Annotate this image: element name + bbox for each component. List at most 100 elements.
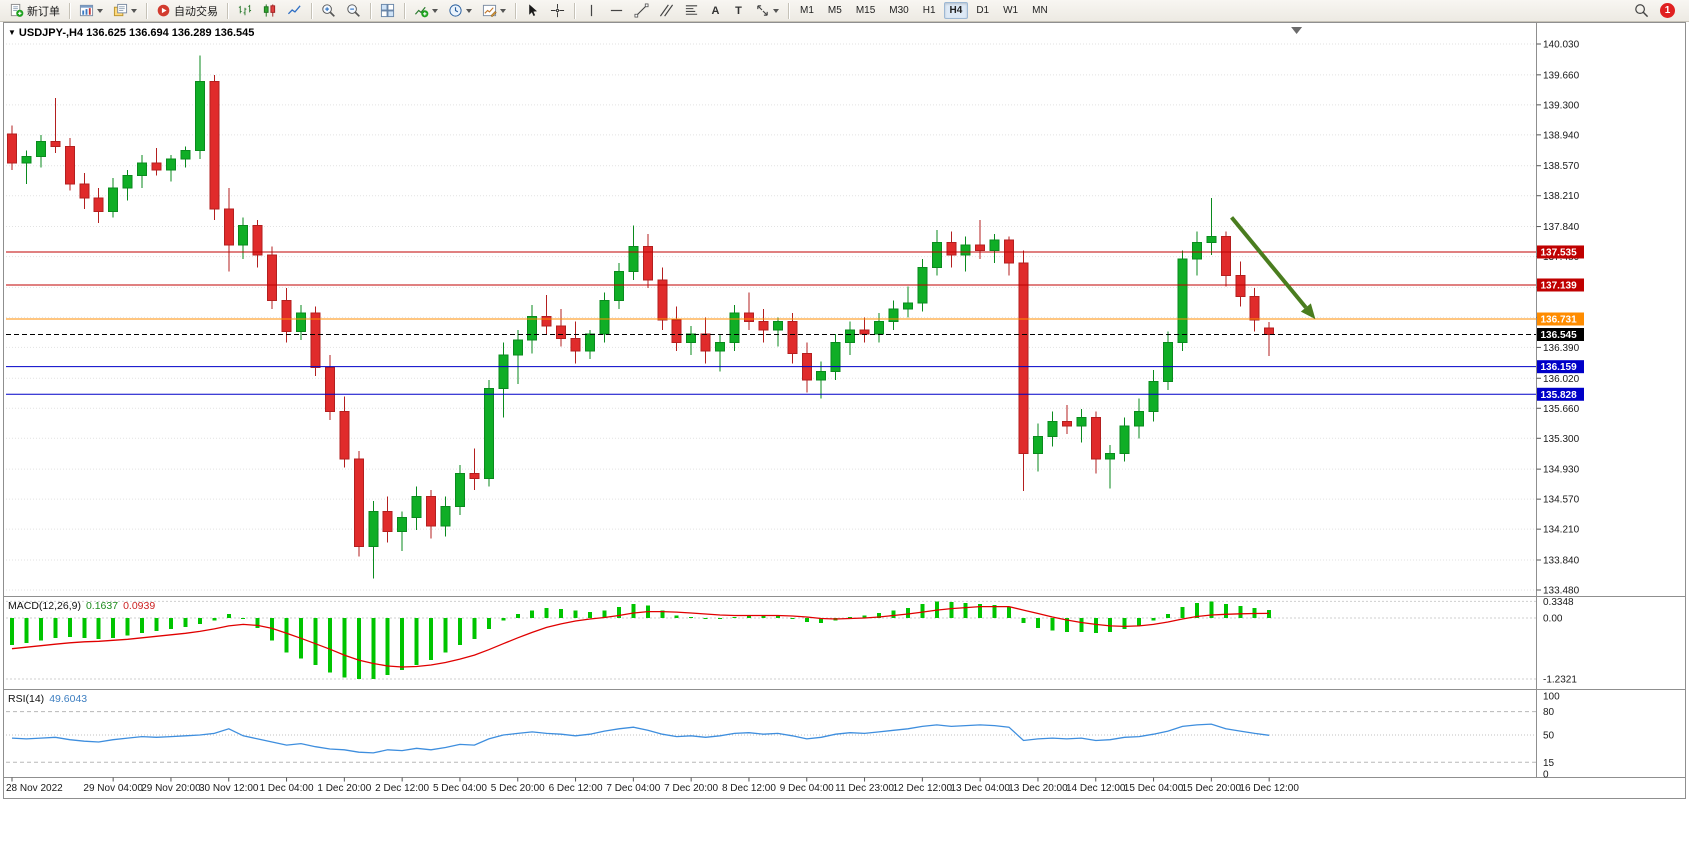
- rsi-panel: 100 80 50 150: [6, 692, 1560, 781]
- toolbar-separator: [311, 2, 312, 19]
- svg-text:138.210: 138.210: [1543, 191, 1580, 202]
- arrows-icon: [755, 3, 770, 18]
- chart-title: ▼ USDJPY-,H4 136.625 136.694 136.289 136.…: [8, 27, 254, 39]
- macd-signal-line: [11, 605, 1270, 668]
- price-tag-136.545: [1537, 328, 1584, 342]
- macd-name: MACD(12,26,9): [8, 600, 81, 612]
- chart-line-icon: [287, 3, 302, 18]
- svg-text:134.930: 134.930: [1543, 465, 1580, 476]
- macd-main-value: 0.1637: [85, 600, 119, 612]
- new-chart-dropdown-caret[interactable]: [97, 8, 103, 13]
- trend-arrow[interactable]: [1230, 216, 1316, 320]
- periods-button[interactable]: [444, 0, 476, 21]
- chart-window-frame: [3, 22, 1686, 799]
- svg-text:15 Dec 20:00: 15 Dec 20:00: [1182, 783, 1242, 794]
- trendline-button[interactable]: [630, 0, 653, 21]
- templates-button[interactable]: [478, 0, 510, 21]
- chart-line-button[interactable]: [283, 0, 306, 21]
- cursor-button[interactable]: [521, 0, 544, 21]
- profiles-button[interactable]: [109, 0, 141, 21]
- svg-text:0.00: 0.00: [1543, 614, 1563, 625]
- periods-dropdown-caret[interactable]: [466, 8, 472, 13]
- rsi-indicator-label: RSI(14) 49.6043: [8, 693, 87, 705]
- timeframe-mn-button[interactable]: MN: [1032, 5, 1048, 16]
- arrows-button[interactable]: [751, 0, 783, 21]
- indicators-button[interactable]: [410, 0, 442, 21]
- timeframe-m1-button[interactable]: M1: [800, 5, 814, 16]
- horizontal-line-button[interactable]: [605, 0, 628, 21]
- svg-text:8 Dec 12:00: 8 Dec 12:00: [722, 783, 776, 794]
- svg-text:30 Nov 12:00: 30 Nov 12:00: [199, 783, 259, 794]
- timeframe-h4-button[interactable]: H4: [943, 2, 969, 19]
- macd-indicator-label: MACD(12,26,9) 0.1637 0.0939: [8, 600, 155, 612]
- timeframe-m15-button[interactable]: M15: [855, 5, 876, 16]
- auto-trading-button[interactable]: 自动交易: [152, 0, 222, 21]
- trendline-icon: [634, 3, 649, 18]
- price-tag-135.828: [1537, 387, 1584, 401]
- macd-panel: 0.3348 0.00 -1.2321: [6, 597, 1577, 685]
- svg-text:134.210: 134.210: [1543, 525, 1580, 536]
- svg-text:29 Nov 04:00: 29 Nov 04:00: [83, 783, 143, 794]
- hline-icon: [609, 3, 624, 18]
- text-label-glyph: T: [735, 4, 742, 17]
- svg-text:1 Dec 20:00: 1 Dec 20:00: [317, 783, 371, 794]
- chart-collapse-icon[interactable]: ▼: [8, 28, 16, 37]
- timeframe-m5-button[interactable]: M5: [827, 5, 842, 16]
- price-tag-136.159: [1537, 360, 1584, 374]
- svg-text:28 Nov 2022: 28 Nov 2022: [6, 783, 63, 794]
- zoom-in-button[interactable]: [317, 0, 340, 21]
- new-order-button[interactable]: 新订单: [5, 0, 64, 21]
- svg-text:137.535: 137.535: [1541, 247, 1578, 258]
- crosshair-button[interactable]: [546, 0, 569, 21]
- chart-bars-button[interactable]: [233, 0, 256, 21]
- equidistant-channel-button[interactable]: [655, 0, 678, 21]
- crosshair-icon: [550, 3, 565, 18]
- toolbar-separator: [69, 2, 70, 19]
- timeframe-h1-button[interactable]: H1: [922, 5, 936, 16]
- timeframe-d1-button[interactable]: D1: [976, 5, 990, 16]
- shift-end-marker[interactable]: [1291, 27, 1303, 34]
- svg-text:13 Dec 04:00: 13 Dec 04:00: [950, 783, 1010, 794]
- auto-trading-label: 自动交易: [174, 5, 218, 18]
- timeframe-w1-button[interactable]: W1: [1003, 5, 1019, 16]
- price-tag-137.535: [1537, 245, 1584, 259]
- svg-text:0: 0: [1543, 770, 1549, 781]
- toolbar-separator: [227, 2, 228, 19]
- fibonacci-icon: [684, 3, 699, 18]
- svg-text:5 Dec 04:00: 5 Dec 04:00: [433, 783, 487, 794]
- search-button[interactable]: [1630, 0, 1653, 21]
- svg-text:2 Dec 12:00: 2 Dec 12:00: [375, 783, 429, 794]
- svg-text:100: 100: [1543, 692, 1560, 703]
- profiles-dropdown-caret[interactable]: [131, 8, 137, 13]
- toolbar: 新订单 自动交易 A T M1 M5 M15 M30 H1 H4 D1 W1 MN 1: [0, 0, 1689, 22]
- notification-badge[interactable]: 1: [1660, 3, 1675, 18]
- rsi-name: RSI(14): [8, 693, 45, 705]
- svg-text:136.390: 136.390: [1543, 343, 1580, 354]
- templates-icon: [482, 3, 497, 18]
- toolbar-separator: [788, 2, 789, 19]
- zoom-out-button[interactable]: [342, 0, 365, 21]
- timeframe-m30-button[interactable]: M30: [889, 5, 909, 16]
- arrows-dropdown-caret[interactable]: [773, 8, 779, 13]
- svg-text:5 Dec 20:00: 5 Dec 20:00: [491, 783, 545, 794]
- fibonacci-button[interactable]: [680, 0, 703, 21]
- new-chart-button[interactable]: [75, 0, 107, 21]
- zoom-in-icon: [321, 3, 336, 18]
- svg-text:135.828: 135.828: [1541, 390, 1578, 401]
- indicators-dropdown-caret[interactable]: [432, 8, 438, 13]
- tile-windows-button[interactable]: [376, 0, 399, 21]
- indicators-icon: [414, 3, 429, 18]
- rsi-value: 49.6043: [49, 693, 88, 705]
- svg-text:138.940: 138.940: [1543, 130, 1580, 141]
- auto-trading-icon: [156, 3, 171, 18]
- text-label-button[interactable]: T: [728, 0, 749, 21]
- chart-candles-button[interactable]: [258, 0, 281, 21]
- templates-dropdown-caret[interactable]: [500, 8, 506, 13]
- svg-text:133.480: 133.480: [1543, 586, 1580, 597]
- macd-signal-value: 0.0939: [123, 600, 156, 612]
- vertical-line-button[interactable]: [580, 0, 603, 21]
- text-button[interactable]: A: [705, 0, 726, 21]
- svg-text:139.300: 139.300: [1543, 100, 1580, 111]
